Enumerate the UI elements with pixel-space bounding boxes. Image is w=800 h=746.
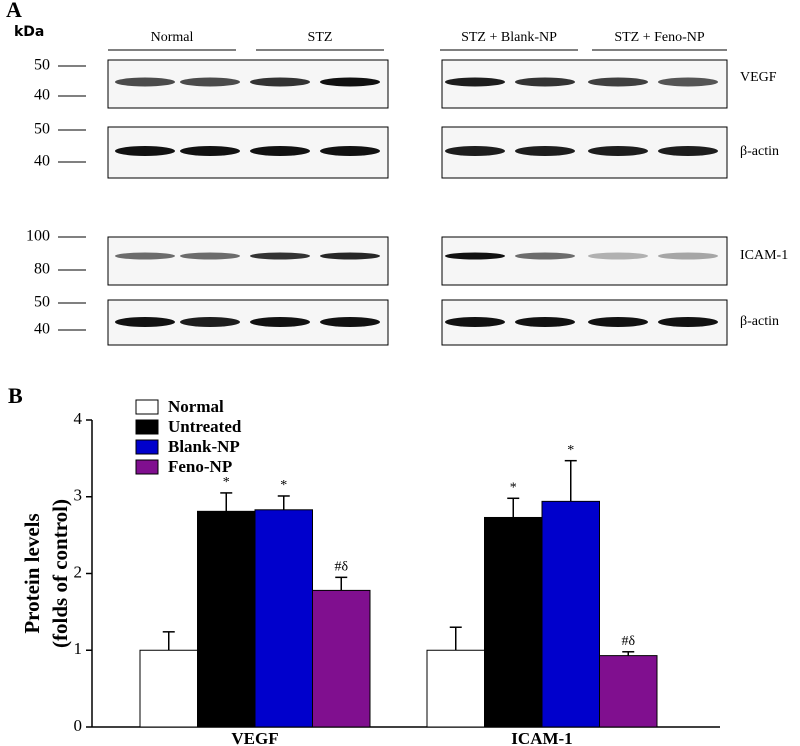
blot-band [658,146,718,156]
blot-band [588,77,648,87]
blot-band [445,317,505,327]
blot-band [445,252,505,260]
marker-label: 80 [34,261,50,278]
bar [312,589,371,728]
marker-label: 40 [34,321,50,338]
marker-label: 50 [34,294,50,311]
legend-label: Feno-NP [168,457,232,476]
blot-box [107,236,389,286]
y-axis-label: Protein levels (folds of control) [20,499,72,648]
blot-band [515,146,575,156]
protein-label: β-actin [740,314,779,329]
y-axis-label-line: (folds of control) [48,499,72,648]
panel-label: A [6,0,22,22]
legend-swatch [135,399,159,415]
marker-label: 50 [34,57,50,74]
bar [139,649,198,728]
bar [197,510,256,728]
blot-box [441,236,728,286]
unit-label: kDa [14,24,44,40]
marker-label: 100 [26,228,50,245]
group-label: STZ + Blank-NP [461,30,557,45]
y-axis-label-line: Protein levels [20,513,44,633]
blot-band [515,77,575,87]
legend-swatch [135,419,159,435]
y-tick-label: 3 [74,486,83,505]
blot-band [445,77,505,87]
marker-label: 40 [34,153,50,170]
blot-band [115,317,175,327]
bar [254,509,313,728]
blot-band [658,252,718,260]
blot-band [445,146,505,156]
significance-label: #δ [621,634,635,649]
blot-band [658,77,718,87]
significance-label: #δ [334,560,348,575]
legend-label: Normal [168,397,224,416]
blot-band [320,252,380,260]
bar [484,516,543,728]
blot-band [115,77,175,87]
blot-band [320,77,380,87]
blot-band [588,252,648,260]
blot-band [180,77,240,87]
bar [599,655,658,728]
group-label: STZ [308,30,333,45]
blot-band [115,252,175,260]
legend-swatch [135,439,159,455]
blot-band [588,146,648,156]
protein-label: ICAM-1 [740,248,788,263]
blot-band [115,146,175,156]
panel-label: B [8,383,23,408]
marker-label: 50 [34,121,50,138]
blot-band [180,146,240,156]
significance-label: * [510,481,517,496]
group-label: Normal [151,30,194,45]
blot-band [180,252,240,260]
y-tick-label: 2 [74,562,83,581]
blot-band [180,317,240,327]
legend-label: Untreated [168,417,242,436]
blot-band [588,317,648,327]
significance-label: * [223,475,230,490]
x-tick-label: ICAM-1 [511,729,572,746]
y-tick-label: 0 [74,716,83,735]
bar [426,649,485,728]
marker-label: 40 [34,87,50,104]
y-tick-label: 1 [74,639,83,658]
legend-swatch [135,459,159,475]
blot-band [250,146,310,156]
y-tick-label: 4 [74,409,83,428]
protein-label: β-actin [740,144,779,159]
blot-band [250,317,310,327]
blot-band [515,317,575,327]
significance-label: * [567,443,574,458]
blot-band [515,252,575,260]
group-label: STZ + Feno-NP [614,30,705,45]
blot-band [658,317,718,327]
blot-band [320,317,380,327]
bar [541,500,600,728]
blot-band [320,146,380,156]
significance-label: * [280,478,287,493]
blot-band [250,252,310,260]
x-tick-label: VEGF [231,729,278,746]
legend-label: Blank-NP [168,437,240,456]
protein-label: VEGF [740,70,777,85]
blot-band [250,77,310,87]
